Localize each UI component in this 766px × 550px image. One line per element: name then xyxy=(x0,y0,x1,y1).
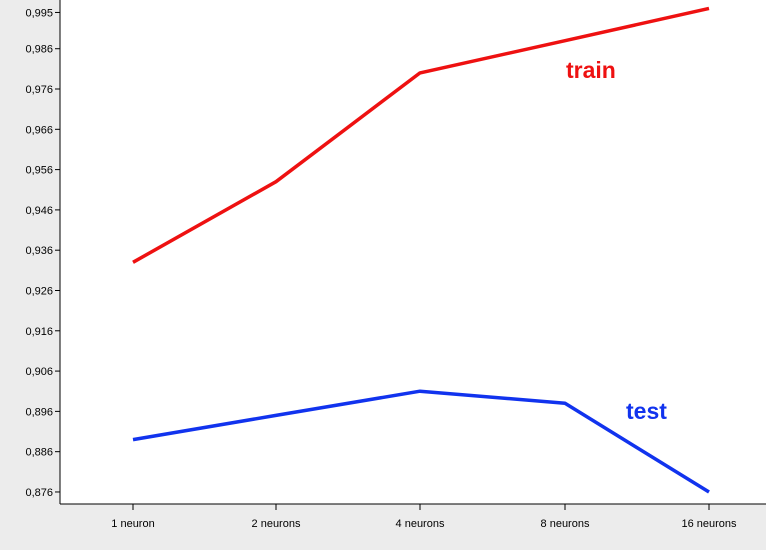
y-tick-label: 0,916 xyxy=(25,326,53,338)
x-tick-label: 16 neurons xyxy=(681,518,737,530)
y-tick-label: 0,986 xyxy=(25,44,53,56)
series-line-test xyxy=(132,389,710,494)
x-tick-label: 4 neurons xyxy=(396,518,445,530)
y-tick-label: 0,896 xyxy=(25,406,53,418)
y-tick-label: 0,906 xyxy=(25,366,53,378)
y-tick-label: 0,926 xyxy=(25,285,53,297)
x-tick-label: 8 neurons xyxy=(541,518,590,530)
y-axis-ticks: 0,995 0,986 0,976 0,966 0,956 0,946 0,936 0,926… xyxy=(25,7,60,499)
y-tick-label: 0,956 xyxy=(25,165,53,177)
y-tick-label: 0,995 xyxy=(25,7,53,19)
y-tick-label: 0,966 xyxy=(25,124,53,136)
y-tick-label: 0,876 xyxy=(25,487,53,499)
y-tick-label: 0,886 xyxy=(25,447,53,459)
series-line-train xyxy=(132,6,710,264)
y-tick-label: 0,946 xyxy=(25,205,53,217)
x-tick-label: 2 neurons xyxy=(252,518,301,530)
y-tick-label: 0,936 xyxy=(25,245,53,257)
x-axis-ticks: 1 neuron 2 neurons 4 neurons 8 neurons 16 ne… xyxy=(111,504,737,530)
series-group xyxy=(132,6,710,494)
series-label-train: train xyxy=(566,57,616,83)
series-label-test: test xyxy=(626,398,667,424)
y-tick-label: 0,976 xyxy=(25,84,53,96)
x-tick-label: 1 neuron xyxy=(111,518,154,530)
plot-area xyxy=(60,0,766,504)
